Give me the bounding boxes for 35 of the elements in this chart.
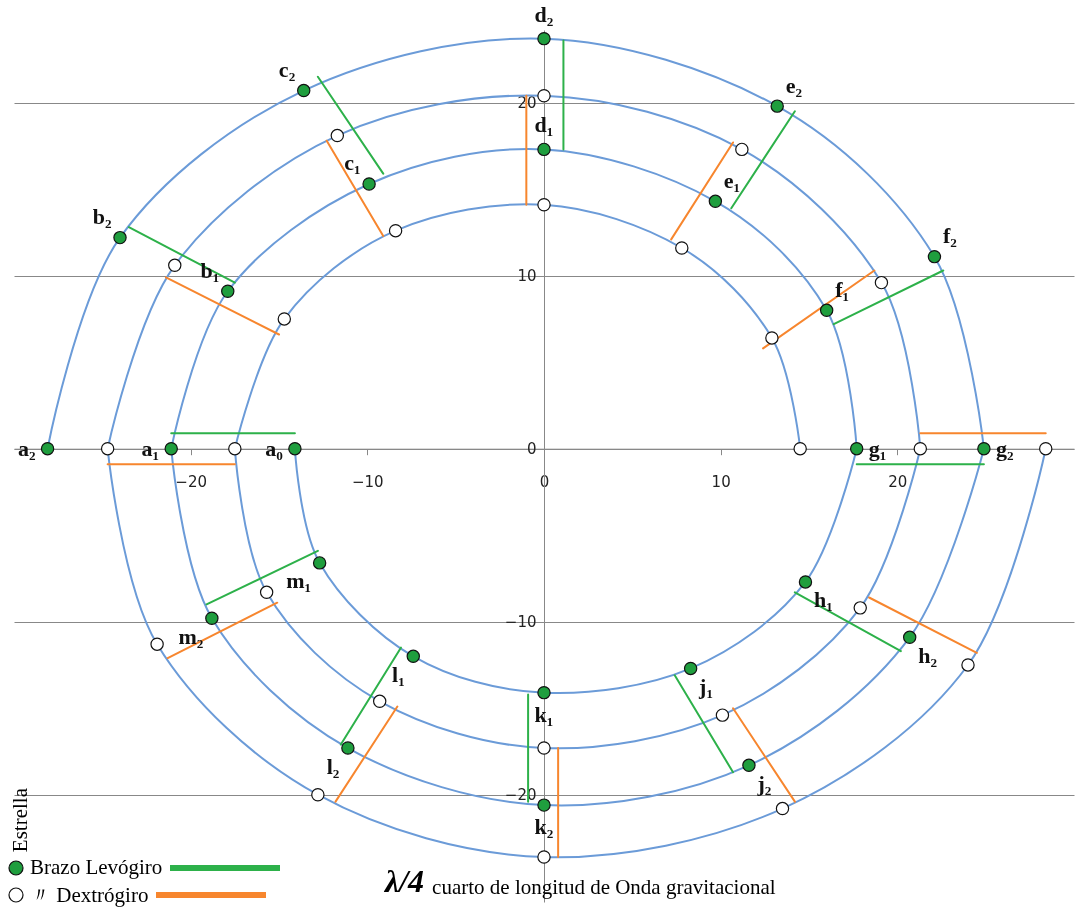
annotation: k₂: [534, 814, 554, 840]
annotation: g₂: [995, 435, 1014, 461]
annotation: e₁: [723, 167, 741, 193]
annotation: m₁: [286, 568, 312, 594]
legend-label: 〃 Dextrógiro: [30, 881, 149, 909]
annotation: a₀: [265, 435, 284, 461]
annotation: cuarto de longitud de Onda gravitacional: [432, 875, 776, 900]
annotation: e₂: [785, 72, 803, 98]
annotation: c₂: [278, 57, 296, 83]
annotation: l₁: [392, 661, 405, 687]
x-tick-label: 10: [711, 473, 731, 492]
annotation: j₁: [698, 673, 714, 699]
annotation: l₂: [326, 753, 340, 779]
annotation: a₂: [17, 435, 36, 461]
annotation: h₂: [918, 642, 938, 668]
x-tick-label: −10: [352, 473, 384, 492]
annotation: b₂: [92, 204, 112, 230]
annotation: c₁: [344, 150, 361, 176]
x-tick-label: −20: [175, 473, 207, 492]
annotation: g₁: [868, 435, 887, 461]
y-tick-label: −10: [504, 613, 537, 632]
annotation: h₁: [813, 587, 833, 613]
annotation: k₁: [534, 701, 554, 727]
annotation: d₂: [534, 1, 554, 27]
annotation: j₂: [756, 770, 772, 796]
legend-label: Brazo Levógiro: [30, 855, 163, 880]
y-tick-label: 10: [517, 267, 537, 286]
annotation: d₁: [534, 112, 554, 138]
legend-title: Estrella: [8, 787, 33, 852]
annotation: a₁: [141, 435, 160, 461]
annotation: λ/4: [385, 863, 425, 900]
annotation: f₂: [942, 223, 958, 249]
annotation: m₂: [178, 623, 204, 649]
x-tick-label: 20: [888, 473, 908, 492]
y-tick-label: 0: [526, 440, 537, 459]
